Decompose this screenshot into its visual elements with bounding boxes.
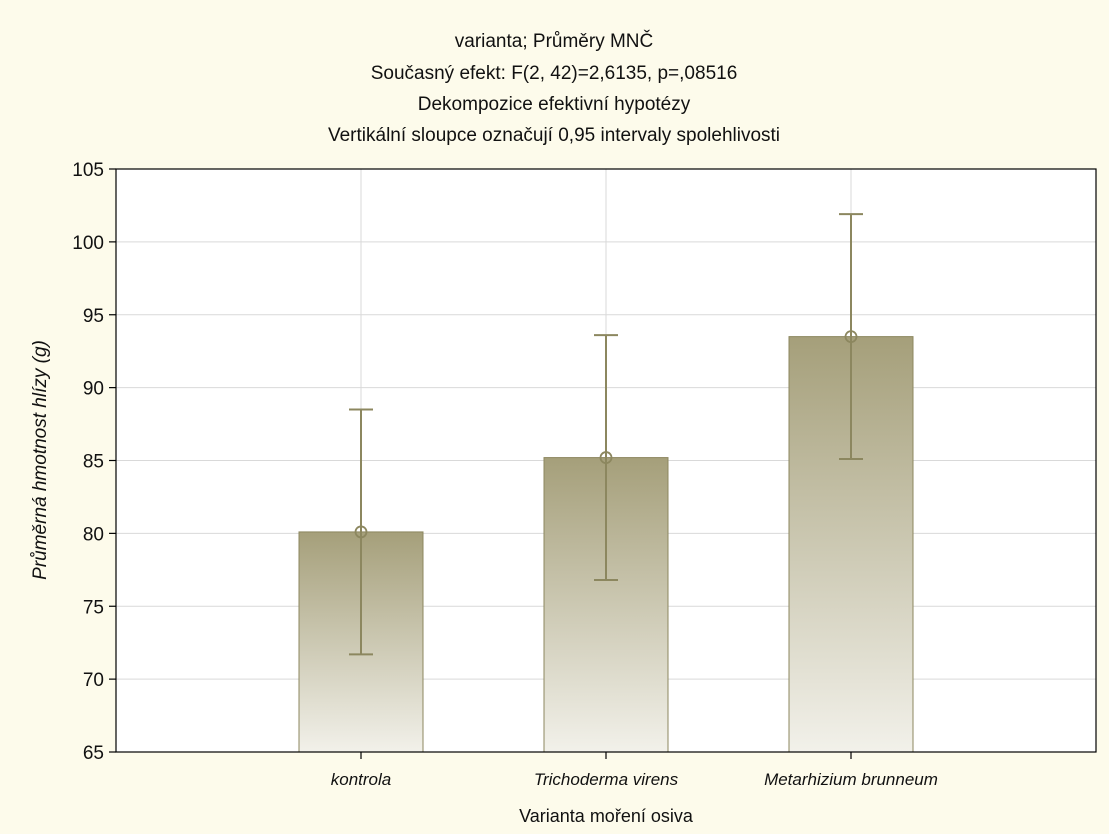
x-tick-label: Trichoderma virens — [534, 770, 679, 789]
y-tick-label: 100 — [72, 233, 104, 254]
title-line-1: varianta; Průměry MNČ — [455, 30, 654, 52]
x-tick-label: Metarhizium brunneum — [764, 770, 938, 789]
mean-point — [844, 330, 858, 344]
x-axis-title: Varianta moření osiva — [519, 806, 694, 826]
title-line-4: Vertikální sloupce označují 0,95 interva… — [328, 125, 780, 146]
error-bars — [349, 213, 863, 656]
chart-title: varianta; Průměry MNČ Současný efekt: F(… — [328, 30, 780, 146]
y-tick-label: 80 — [83, 524, 104, 545]
y-axis-ticks: 65 70 75 80 85 90 95 100 105 — [72, 160, 116, 764]
y-tick-label: 90 — [83, 379, 104, 400]
x-axis-ticks: kontrola Trichoderma virens Metarhizium br… — [331, 752, 938, 789]
mean-point — [354, 525, 368, 539]
y-axis-title: Průměrná hmotnost hlízy (g) — [30, 340, 51, 580]
y-tick-label: 75 — [83, 597, 104, 618]
y-tick-label: 70 — [83, 670, 104, 691]
mean-point — [599, 451, 613, 464]
y-tick-label: 85 — [83, 452, 104, 473]
y-tick-label: 95 — [83, 306, 104, 327]
y-tick-label: 65 — [83, 743, 104, 764]
x-tick-label: kontrola — [331, 770, 391, 789]
title-line-2: Současný efekt: F(2, 42)=2,6135, p=,0851… — [371, 63, 738, 84]
title-line-3: Dekompozice efektivní hypotézy — [418, 94, 691, 115]
y-tick-label: 105 — [72, 160, 104, 181]
